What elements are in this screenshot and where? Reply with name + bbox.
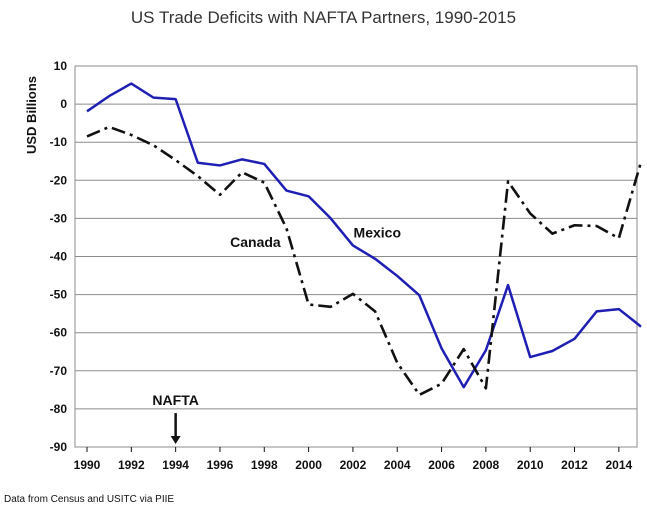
y-tick-label: 10 — [54, 59, 68, 73]
y-tick-label: -20 — [50, 173, 68, 187]
nafta-arrow-head — [170, 436, 181, 444]
y-tick-label: -30 — [50, 211, 68, 225]
series-lines — [86, 82, 643, 397]
x-tick-label: 2010 — [517, 458, 544, 472]
series-line-canada — [86, 125, 643, 397]
x-tick-label: 2002 — [340, 458, 367, 472]
chart-title: US Trade Deficits with NAFTA Partners, 1… — [130, 8, 517, 27]
y-tick-label: -80 — [50, 402, 68, 416]
x-tick-label: 2012 — [561, 458, 588, 472]
y-axis-ticks: 10 0 -10 -20 -30 -40 -50 -60 -70 -80 -90 — [50, 59, 68, 454]
y-tick-label: -40 — [50, 250, 68, 264]
x-tick-label: 2000 — [295, 458, 322, 472]
x-tick-label: 1992 — [118, 458, 145, 472]
x-axis-ticks: 1990 1992 1994 1996 1998 2000 2002 2004 2006 2008… — [74, 447, 633, 472]
x-tick-label: 2014 — [605, 458, 632, 472]
annotation-nafta: NAFTA — [152, 392, 198, 408]
x-tick-label: 1994 — [162, 458, 189, 472]
y-tick-label: -90 — [50, 440, 68, 454]
source-note: Data from Census and USITC via PIIE — [4, 494, 175, 505]
annotations: Canada Mexico NAFTA — [152, 224, 401, 444]
y-tick-label: -60 — [50, 326, 68, 340]
x-tick-label: 1998 — [251, 458, 278, 472]
y-axis-label: USD Billions — [24, 76, 39, 154]
y-tick-label: -50 — [50, 288, 68, 302]
x-tick-label: 1990 — [74, 458, 101, 472]
x-tick-label: 2008 — [473, 458, 500, 472]
y-tick-label: -10 — [50, 135, 68, 149]
gridlines — [75, 65, 637, 448]
x-tick-label: 2004 — [384, 458, 411, 472]
series-line-mexico — [86, 82, 642, 389]
annotation-mexico: Mexico — [354, 224, 401, 240]
annotation-canada: Canada — [230, 234, 281, 250]
y-tick-label: -70 — [50, 364, 68, 378]
y-tick-label: 0 — [60, 97, 67, 111]
x-tick-label: 1996 — [207, 458, 234, 472]
x-tick-label: 2006 — [428, 458, 455, 472]
